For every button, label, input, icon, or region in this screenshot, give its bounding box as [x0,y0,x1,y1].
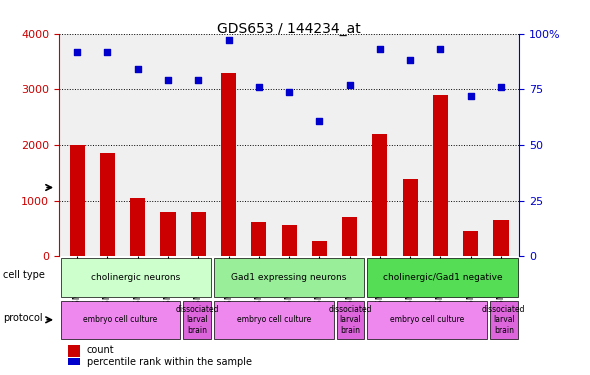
Point [254,84,264,90]
Bar [251,222,267,256]
Text: Gad1 expressing neurons: Gad1 expressing neurons [231,273,347,282]
Text: embryo cell culture: embryo cell culture [83,315,158,324]
Point [405,57,415,63]
Point [163,78,173,84]
Bar [312,241,327,256]
FancyBboxPatch shape [61,301,180,339]
Bar [281,225,297,256]
Text: count: count [87,345,114,355]
Text: dissociated
larval
brain: dissociated larval brain [482,305,526,335]
Bar [342,217,357,256]
Bar [160,212,176,256]
Text: cell type: cell type [3,270,45,280]
Point [103,48,112,54]
Point [73,48,82,54]
Bar [68,358,80,365]
Text: dissociated
larval
brain: dissociated larval brain [175,305,219,335]
Point [284,88,294,94]
Point [375,46,385,53]
Bar [191,212,206,256]
Point [345,82,355,88]
Bar [221,73,236,256]
Point [496,84,506,90]
FancyBboxPatch shape [368,258,517,297]
Bar [493,220,509,256]
Text: protocol: protocol [3,313,42,323]
Text: GDS653 / 144234_at: GDS653 / 144234_at [217,22,361,36]
Bar [70,145,85,256]
Bar [402,180,418,256]
Text: embryo cell culture: embryo cell culture [390,315,464,324]
FancyBboxPatch shape [61,258,211,297]
Bar [463,231,478,256]
Bar [100,153,115,256]
FancyBboxPatch shape [337,301,364,339]
Point [466,93,476,99]
Text: cholinergic neurons: cholinergic neurons [91,273,181,282]
Bar [433,95,448,256]
Point [314,117,324,123]
Text: percentile rank within the sample: percentile rank within the sample [87,357,251,367]
FancyBboxPatch shape [214,301,333,339]
FancyBboxPatch shape [490,301,517,339]
Bar [130,198,145,256]
Bar [372,134,388,256]
Point [194,78,203,84]
Point [224,38,233,44]
Text: dissociated
larval
brain: dissociated larval brain [329,305,372,335]
Point [436,46,445,53]
FancyBboxPatch shape [368,301,487,339]
Point [133,66,142,72]
Bar [68,345,80,357]
FancyBboxPatch shape [214,258,364,297]
Text: embryo cell culture: embryo cell culture [237,315,311,324]
Text: cholinergic/Gad1 negative: cholinergic/Gad1 negative [383,273,502,282]
FancyBboxPatch shape [183,301,211,339]
